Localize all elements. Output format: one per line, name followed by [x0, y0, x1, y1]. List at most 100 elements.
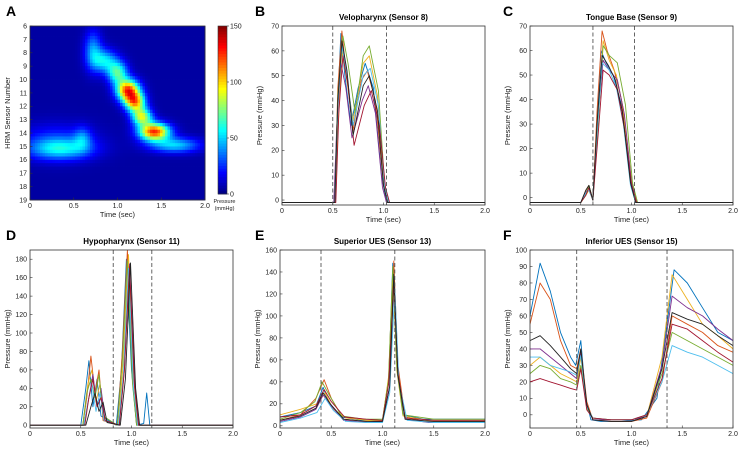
heatmap-cell — [175, 79, 178, 84]
heatmap-cell — [70, 59, 73, 64]
heatmap-cell — [45, 72, 48, 77]
series-group — [282, 30, 485, 203]
heatmap-cell — [167, 32, 171, 37]
heatmap-cell — [122, 79, 126, 84]
heatmap-cell — [32, 32, 36, 37]
heatmap-cell — [160, 169, 163, 174]
series-line-8 — [530, 312, 733, 422]
heatmap-cell — [137, 39, 141, 44]
heatmap-cell — [32, 136, 36, 141]
heatmap-cell — [115, 136, 118, 141]
heatmap-cell — [77, 36, 81, 40]
heatmap-cell — [175, 72, 178, 77]
heatmap-cell — [172, 149, 176, 154]
heatmap-cell — [37, 179, 41, 184]
heatmap-cell — [170, 133, 173, 137]
heatmap-cell — [162, 123, 166, 127]
heatmap-cell — [95, 29, 98, 34]
heatmap-cell — [150, 169, 153, 174]
heatmap-cell — [112, 179, 116, 184]
heatmap-cell — [112, 156, 116, 161]
heatmap-cell — [115, 92, 118, 97]
heatmap-cell — [202, 79, 206, 84]
heatmap-cell — [60, 69, 63, 74]
heatmap-cell — [62, 193, 66, 198]
heatmap-cell — [60, 89, 63, 94]
heatmap-cell — [102, 126, 106, 131]
heatmap-cell — [77, 32, 81, 37]
y-tick-label: 100 — [15, 330, 27, 337]
heatmap-cell — [67, 109, 71, 114]
heatmap-cell — [110, 36, 113, 40]
heatmap-cell — [147, 59, 151, 64]
heatmap-cell — [145, 123, 148, 127]
heatmap-cell — [170, 119, 173, 124]
heatmap-cell — [100, 66, 103, 70]
heatmap-cell — [135, 56, 138, 60]
heatmap-cell — [165, 196, 168, 201]
heatmap-cell — [40, 143, 43, 147]
heatmap-cell — [135, 119, 138, 124]
heatmap-cell — [150, 183, 153, 188]
heatmap-cell — [92, 42, 96, 47]
heatmap-cell — [47, 36, 51, 40]
colorbar-swatch — [218, 48, 227, 52]
heatmap-cell — [185, 82, 188, 87]
heatmap-cell — [145, 133, 148, 137]
heatmap-cell — [125, 79, 128, 84]
heatmap-cell — [40, 92, 43, 97]
heatmap-cell — [95, 136, 98, 141]
heatmap-cell — [150, 106, 153, 111]
heatmap-cell — [72, 26, 76, 30]
heatmap-cell — [162, 109, 166, 114]
series-line-4 — [530, 295, 733, 421]
heatmap-cell — [112, 169, 116, 174]
heatmap-cell — [172, 36, 176, 40]
heatmap-cell — [85, 136, 88, 141]
heatmap-cell — [135, 133, 138, 137]
heatmap-cell — [80, 169, 83, 174]
heatmap-cell — [137, 49, 141, 54]
heatmap-cell — [132, 136, 136, 141]
heatmap-cell — [52, 143, 56, 147]
heatmap-cell — [167, 129, 171, 134]
heatmap-cell — [157, 136, 161, 141]
heatmap-cell — [200, 159, 203, 164]
heatmap-cell — [162, 179, 166, 184]
heatmap-cell — [170, 92, 173, 97]
heatmap-cell — [147, 179, 151, 184]
heatmap-cell — [150, 42, 153, 47]
heatmap-cell — [147, 193, 151, 198]
heatmap-cell — [90, 129, 93, 134]
heatmap-cell — [182, 32, 186, 37]
heatmap-cell — [102, 146, 106, 151]
heatmap-cell — [192, 62, 196, 67]
heatmap-cell — [30, 62, 33, 67]
heatmap-cell — [135, 116, 138, 121]
heatmap-cell — [155, 126, 158, 131]
heatmap-cell — [102, 173, 106, 177]
heatmap-cell — [45, 102, 48, 107]
heatmap-cell — [65, 179, 68, 184]
heatmap-cell — [140, 96, 143, 101]
heatmap-cell — [167, 72, 171, 77]
heatmap-cell — [167, 136, 171, 141]
heatmap-cell — [115, 179, 118, 184]
heatmap-cell — [95, 56, 98, 60]
heatmap-cell — [145, 42, 148, 47]
heatmap-cell — [115, 56, 118, 60]
heatmap-cell — [55, 102, 58, 107]
heatmap-cell — [155, 149, 158, 154]
heatmap-cell — [130, 46, 133, 50]
heatmap-cell — [195, 169, 198, 174]
heatmap-cell — [127, 82, 131, 87]
heatmap-cell — [125, 96, 128, 101]
heatmap-cell — [150, 79, 153, 84]
heatmap-cell — [122, 39, 126, 44]
colorbar-swatch — [218, 135, 227, 139]
heatmap-cell — [115, 52, 118, 57]
heatmap-cell — [117, 119, 121, 124]
heatmap-cell — [167, 56, 171, 60]
heatmap-cell — [30, 169, 33, 174]
